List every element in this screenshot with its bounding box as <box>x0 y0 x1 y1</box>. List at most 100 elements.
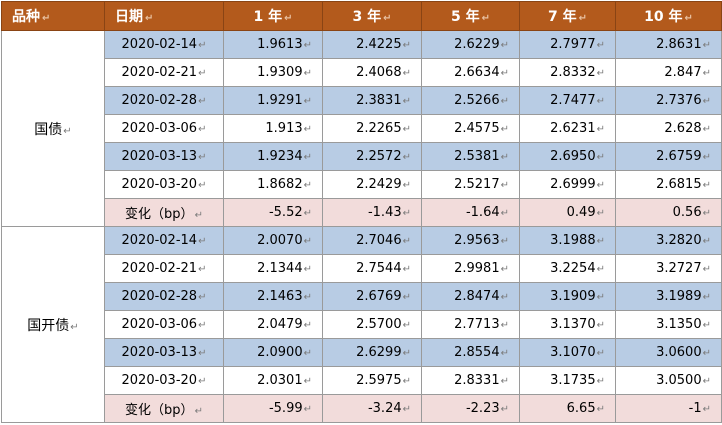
yield-cell: 2.8554↵ <box>421 338 520 367</box>
change-value-cell: -3.24↵ <box>322 394 422 423</box>
yield-cell: 1.9234↵ <box>223 142 323 171</box>
yield-cell: 2.4225↵ <box>322 30 422 59</box>
yield-cell: 2.8474↵ <box>421 282 520 311</box>
yield-cell: 2.628↵ <box>615 114 722 143</box>
yield-cell: 2.4575↵ <box>421 114 520 143</box>
yield-cell: 2.6299↵ <box>322 338 422 367</box>
date-cell: 2020-02-21↵ <box>104 254 224 283</box>
date-cell: 2020-02-21↵ <box>104 58 224 87</box>
table-row: 2020-03-20↵ 1.8682↵ 2.2429↵ 2.5217↵ 2.6999↵ 2… <box>2 170 722 199</box>
yield-cell: 2.2572↵ <box>322 142 422 171</box>
yield-cell: 2.4068↵ <box>322 58 422 87</box>
table-header: 品种 ↵ 日期 ↵ 1 年 ↵ 3 年 ↵ 5 年 ↵ 7 年 ↵ 10 年 ↵ <box>1 1 722 31</box>
change-value-cell: 0.49↵ <box>519 198 616 227</box>
column-header-10y: 10 年 ↵ <box>615 1 722 31</box>
date-cell: 2020-03-20↵ <box>104 170 224 199</box>
yield-cell: 2.6769↵ <box>322 282 422 311</box>
change-value-cell: 0.56↵ <box>615 198 722 227</box>
yield-cell: 1.9291↵ <box>223 86 323 115</box>
change-value-cell: -2.23↵ <box>421 394 520 423</box>
table-row: 国债↵ 2020-02-14↵ 1.9613↵ 2.4225↵ 2.6229↵ 2.797… <box>1 30 722 227</box>
yield-cell: 1.9613↵ <box>223 30 323 59</box>
yield-cell: 2.8331↵ <box>421 366 520 395</box>
yield-cell: 3.1350↵ <box>615 310 722 339</box>
yield-cell: 2.847↵ <box>615 58 722 87</box>
yield-cell: 2.6231↵ <box>519 114 616 143</box>
table-row: 2020-02-21↵ 2.1344↵ 2.7544↵ 2.9981↵ 3.2254↵ 3… <box>2 254 722 283</box>
date-cell: 2020-03-20↵ <box>104 366 224 395</box>
yield-cell: 3.0600↵ <box>615 338 722 367</box>
date-cell: 2020-03-13↵ <box>104 142 224 171</box>
date-cell: 2020-02-28↵ <box>104 282 224 311</box>
column-header-date: 日期 ↵ <box>104 1 224 31</box>
change-label-cell: 变化（bp）↵ <box>104 394 224 423</box>
table-row: 2020-03-13↵ 2.0900↵ 2.6299↵ 2.8554↵ 3.1070↵ 3… <box>2 338 722 367</box>
yield-cell: 2.5381↵ <box>421 142 520 171</box>
yield-cell: 2.6950↵ <box>519 142 616 171</box>
table-row: 2020-03-06↵ 1.913↵ 2.2265↵ 2.4575↵ 2.6231↵ 2.… <box>2 114 722 143</box>
yield-cell: 1.9309↵ <box>223 58 323 87</box>
column-header-variety: 品种 ↵ <box>1 1 105 31</box>
table-row: 2020-03-06↵ 2.0479↵ 2.5700↵ 2.7713↵ 3.1370↵ 3… <box>2 310 722 339</box>
change-row: 变化（bp）↵ -5.99↵ -3.24↵ -2.23↵ 6.65↵ -1↵ <box>2 394 722 423</box>
column-header-5y: 5 年 ↵ <box>421 1 520 31</box>
yield-cell: 3.2254↵ <box>519 254 616 283</box>
date-cell: 2020-02-28↵ <box>104 86 224 115</box>
table-body: 国债↵ 2020-02-14↵ 1.9613↵ 2.4225↵ 2.6229↵ 2.797… <box>1 30 722 423</box>
yield-cell: 3.1989↵ <box>615 282 722 311</box>
yield-cell: 3.1070↵ <box>519 338 616 367</box>
yield-cell: 2.7376↵ <box>615 86 722 115</box>
table-row: 2020-02-28↵ 2.1463↵ 2.6769↵ 2.8474↵ 3.1909↵ 3… <box>2 282 722 311</box>
date-cell: 2020-02-14↵ <box>104 30 224 59</box>
yield-cell: 2.7544↵ <box>322 254 422 283</box>
yield-cell: 1.8682↵ <box>223 170 323 199</box>
yield-cell: 2.9563↵ <box>421 226 520 255</box>
yield-cell: 2.6999↵ <box>519 170 616 199</box>
yield-cell: 2.6634↵ <box>421 58 520 87</box>
variety-cell: 国债↵ <box>1 30 105 227</box>
yield-cell: 3.1909↵ <box>519 282 616 311</box>
date-cell: 2020-03-06↵ <box>104 114 224 143</box>
yield-cell: 3.1988↵ <box>519 226 616 255</box>
change-value-cell: -1.64↵ <box>421 198 520 227</box>
change-value-cell: -5.99↵ <box>223 394 323 423</box>
yield-cell: 2.7977↵ <box>519 30 616 59</box>
change-value-cell: -1.43↵ <box>322 198 422 227</box>
table-row: 国开债↵ 2020-02-14↵ 2.0070↵ 2.7046↵ 2.9563↵ 3.19… <box>1 226 722 423</box>
yield-cell: 2.1344↵ <box>223 254 323 283</box>
yield-cell: 2.3831↵ <box>322 86 422 115</box>
yield-cell: 2.0301↵ <box>223 366 323 395</box>
yield-cell: 2.5217↵ <box>421 170 520 199</box>
yield-cell: 2.2265↵ <box>322 114 422 143</box>
yield-cell: 3.1370↵ <box>519 310 616 339</box>
yield-cell: 2.5700↵ <box>322 310 422 339</box>
yield-cell: 3.2820↵ <box>615 226 722 255</box>
date-cell: 2020-03-06↵ <box>104 310 224 339</box>
yield-cell: 1.913↵ <box>223 114 323 143</box>
yield-cell: 2.6815↵ <box>615 170 722 199</box>
table-row: 2020-02-21↵ 1.9309↵ 2.4068↵ 2.6634↵ 2.8332↵ 2… <box>2 58 722 87</box>
yield-cell: 2.7046↵ <box>322 226 422 255</box>
yield-cell: 2.7713↵ <box>421 310 520 339</box>
variety-cell: 国开债↵ <box>1 226 105 423</box>
yield-cell: 3.1735↵ <box>519 366 616 395</box>
table-row: 2020-02-28↵ 1.9291↵ 2.3831↵ 2.5266↵ 2.7477↵ 2… <box>2 86 722 115</box>
yield-cell: 3.2727↵ <box>615 254 722 283</box>
yield-cell: 2.1463↵ <box>223 282 323 311</box>
yield-cell: 2.5975↵ <box>322 366 422 395</box>
yield-cell: 2.8332↵ <box>519 58 616 87</box>
date-cell: 2020-03-13↵ <box>104 338 224 367</box>
yield-cell: 3.0500↵ <box>615 366 722 395</box>
change-value-cell: 6.65↵ <box>519 394 616 423</box>
change-row: 变化（bp）↵ -5.52↵ -1.43↵ -1.64↵ 0.49↵ 0.56↵ <box>2 198 722 227</box>
yield-cell: 2.0479↵ <box>223 310 323 339</box>
change-value-cell: -5.52↵ <box>223 198 323 227</box>
yield-cell: 2.9981↵ <box>421 254 520 283</box>
table-row: 2020-03-20↵ 2.0301↵ 2.5975↵ 2.8331↵ 3.1735↵ 3… <box>2 366 722 395</box>
header-row: 品种 ↵ 日期 ↵ 1 年 ↵ 3 年 ↵ 5 年 ↵ 7 年 ↵ 10 年 ↵ <box>1 1 722 31</box>
yield-cell: 2.7477↵ <box>519 86 616 115</box>
column-header-7y: 7 年 ↵ <box>519 1 616 31</box>
column-header-1y: 1 年 ↵ <box>223 1 323 31</box>
yield-cell: 2.6229↵ <box>421 30 520 59</box>
